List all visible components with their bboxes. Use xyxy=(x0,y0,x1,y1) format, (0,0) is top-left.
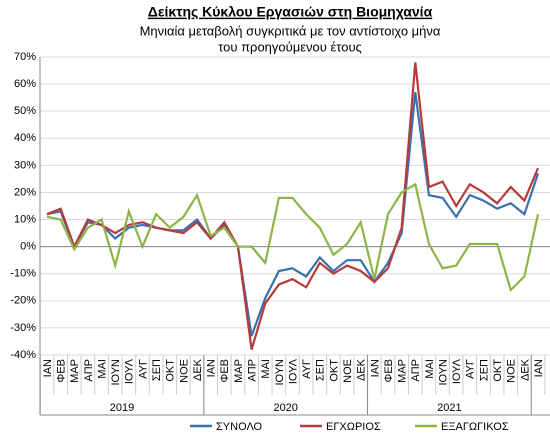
x-tick-label: ΑΠΡ xyxy=(83,359,95,382)
x-tick-label: ΑΥΓ xyxy=(137,359,149,379)
chart-subtitle: του προηγούμενου έτους xyxy=(218,39,362,54)
y-tick-label: -10% xyxy=(10,268,36,280)
x-tick-label: ΦΕΒ xyxy=(56,359,68,382)
x-tick-label: ΙΑΝ xyxy=(206,359,218,377)
x-tick-label: ΙΟΥΝ xyxy=(110,359,122,386)
x-tick-label: ΑΠΡ xyxy=(410,359,422,382)
x-tick-label: ΑΥΓ xyxy=(301,359,313,379)
chart-title: Δείκτης Κύκλου Εργασιών στη Βιομηχανία xyxy=(148,4,433,20)
y-tick-label: 50% xyxy=(14,105,36,117)
x-tick-label: ΔΕΚ xyxy=(192,358,204,381)
x-tick-label: ΙΟΥΝ xyxy=(274,359,286,386)
x-tick-label: ΝΟΕ xyxy=(178,359,190,383)
y-tick-label: 60% xyxy=(14,78,36,90)
y-tick-label: 20% xyxy=(14,186,36,198)
year-label: 2021 xyxy=(437,402,461,414)
x-tick-label: ΙΟΥΛ xyxy=(451,358,463,384)
y-tick-label: 10% xyxy=(14,213,36,225)
y-tick-label: -20% xyxy=(10,295,36,307)
x-tick-label: ΜΑΡ xyxy=(397,359,409,383)
x-tick-label: ΣΕΠ xyxy=(151,359,163,381)
x-tick-label: ΦΕΒ xyxy=(383,359,395,382)
series-line xyxy=(46,62,540,350)
chart-subtitle: Μηνιαία μεταβολή συγκριτικά με τον αντίσ… xyxy=(140,23,441,38)
x-tick-label: ΙΟΥΝ xyxy=(437,359,449,386)
x-tick-label: ΙΑΝ xyxy=(42,359,54,377)
x-tick-label: ΑΠΡ xyxy=(247,359,259,382)
x-tick-label: ΟΚΤ xyxy=(165,359,177,382)
y-tick-label: 40% xyxy=(14,132,36,144)
x-tick-label: ΣΕΠ xyxy=(478,359,490,381)
legend-label: ΣΥΝΟΛΟ xyxy=(216,421,263,433)
year-label: 2019 xyxy=(110,402,134,414)
x-tick-label: ΜΑΡ xyxy=(69,359,81,383)
legend-label: ΕΞΑΓΩΓΙΚΟΣ xyxy=(441,421,509,433)
x-tick-label: ΜΑΙ xyxy=(96,359,108,379)
year-label: 2020 xyxy=(273,402,297,414)
y-tick-label: -40% xyxy=(10,349,36,361)
x-tick-label: ΑΥΓ xyxy=(465,359,477,379)
legend-label: ΕΓΧΩΡΙΟΣ xyxy=(326,421,381,433)
x-tick-label: ΜΑΙ xyxy=(260,359,272,379)
x-tick-label: ΦΕΒ xyxy=(219,359,231,382)
x-tick-label: ΜΑΙ xyxy=(424,359,436,379)
series-line xyxy=(46,182,540,293)
x-tick-label: ΔΕΚ xyxy=(519,358,531,381)
x-tick-label: ΙΟΥΛ xyxy=(124,358,136,384)
x-tick-label: ΟΚΤ xyxy=(328,359,340,382)
x-tick-label: ΝΟΕ xyxy=(342,359,354,383)
y-tick-label: 30% xyxy=(14,159,36,171)
x-tick-label: ΜΑΡ xyxy=(233,359,245,383)
x-tick-label: ΟΚΤ xyxy=(492,359,504,382)
x-tick-label: ΣΕΠ xyxy=(315,359,327,381)
x-tick-label: ΙΑΝ xyxy=(369,359,381,377)
y-tick-label: 0% xyxy=(20,241,36,253)
y-tick-label: 70% xyxy=(14,51,36,63)
y-tick-label: -30% xyxy=(10,322,36,334)
x-tick-label: ΙΟΥΛ xyxy=(287,358,299,384)
x-tick-label: ΝΟΕ xyxy=(506,359,518,383)
series-line xyxy=(46,92,540,337)
x-tick-label: ΙΑΝ xyxy=(533,359,545,377)
x-tick-label: ΔΕΚ xyxy=(356,358,368,381)
